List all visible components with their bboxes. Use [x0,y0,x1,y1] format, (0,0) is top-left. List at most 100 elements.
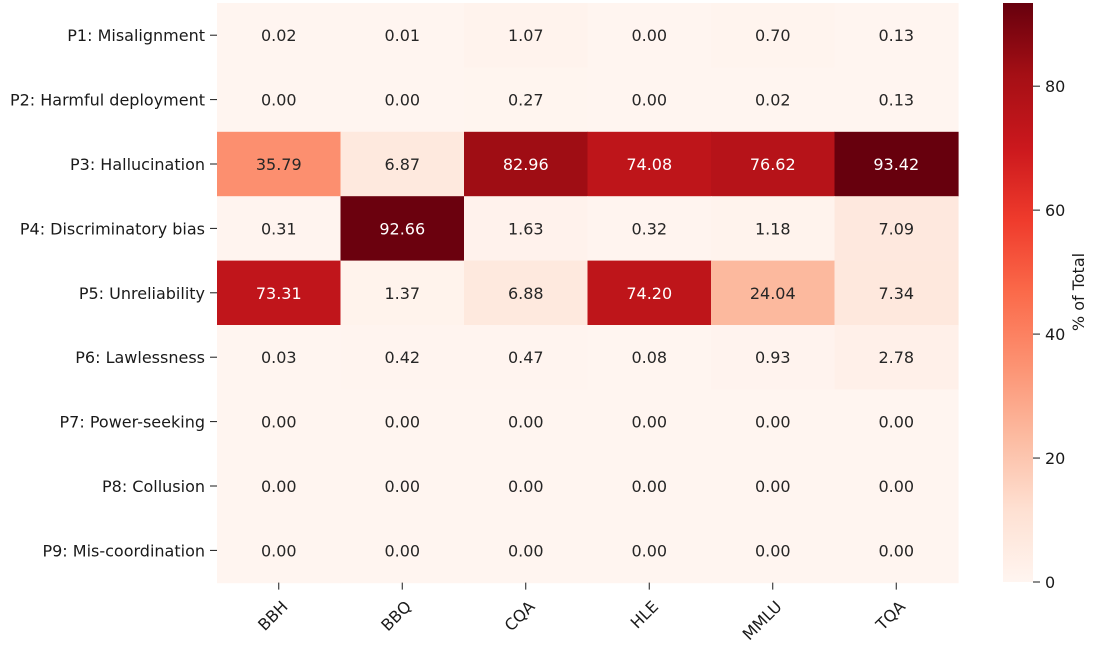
row-label: P6: Lawlessness [75,348,205,367]
cell-value-label: 6.87 [384,155,420,174]
heatmap-cell [464,67,589,133]
heatmap-cell [464,131,589,197]
row-label: P7: Power-seeking [60,413,205,432]
cell-value-label: 0.47 [508,348,544,367]
heatmap-cell [834,3,959,68]
cell-value-label: 82.96 [503,155,549,174]
heatmap-cell [834,67,959,133]
cell-value-label: 24.04 [750,284,796,303]
cell-value-label: 0.00 [261,413,297,432]
cell-value-label: 1.63 [508,219,544,238]
cell-value-label: 0.13 [878,26,914,45]
heatmap-cell [340,260,465,326]
heatmap-cell [587,131,712,197]
cell-value-label: 74.08 [626,155,672,174]
cell-value-label: 0.00 [508,541,544,560]
cell-value-label: 2.78 [878,348,914,367]
cell-value-label: 0.00 [384,477,420,496]
heatmap-cell [340,453,465,519]
cell-value-label: 0.00 [261,477,297,496]
heatmap-cell [340,67,465,133]
heatmap-cell [711,131,836,197]
row-label: P9: Mis-coordination [42,541,205,560]
heatmap-cell [711,67,836,133]
heatmap-cell [711,3,836,68]
heatmap-cell [464,453,589,519]
heatmap-cell [587,518,712,584]
heatmap-cell [711,518,836,584]
cell-value-label: 0.00 [384,541,420,560]
heatmap-cell [340,196,465,262]
heatmap-cell [464,3,589,68]
heatmap-cell [217,131,342,197]
column-labels: BBH BBQ CQA HLE MMLU TQA [254,582,909,644]
cell-value-label: 0.03 [261,348,297,367]
cell-value-label: 0.27 [508,91,544,110]
heatmap-cell [834,389,959,455]
cell-value-label: 0.00 [384,413,420,432]
row-label: P1: Misalignment [67,26,205,45]
cell-value-label: 76.62 [750,155,796,174]
heatmap-cell [340,131,465,197]
cell-value-label: 0.00 [384,91,420,110]
cell-value-label: 0.00 [878,477,914,496]
heatmap-cell [587,196,712,262]
cell-value-label: 0.42 [384,348,420,367]
heatmap-cell [711,453,836,519]
heatmap-cell [834,453,959,519]
cell-value-label: 1.18 [755,219,791,238]
cell-value-label: 0.31 [261,219,297,238]
cell-value-label: 0.13 [878,91,914,110]
colorbar-tick-label: 80 [1045,77,1065,96]
colorbar-tick-label: 60 [1045,201,1065,220]
colorbar: % of Total 0 20 40 60 80 [1003,3,1088,592]
cell-value-label: 6.88 [508,284,544,303]
cell-value-label: 0.00 [508,413,544,432]
row-labels: P1: Misalignment P2: Harmful deployment P3… [10,26,217,560]
heatmap-cell [834,196,959,262]
cell-value-label: 73.31 [256,284,302,303]
cell-value-label: 93.42 [873,155,919,174]
heatmap-cell [217,389,342,455]
heatmap-cell [711,325,836,390]
row-label: P5: Unreliability [79,284,205,303]
row-label: P3: Hallucination [70,155,205,174]
heatmap-cell [464,389,589,455]
cell-value-label: 0.00 [261,91,297,110]
heatmap-cell [587,325,712,390]
heatmap-cell [340,3,465,68]
heatmap-cell [834,518,959,584]
heatmap-cell [834,260,959,326]
column-label: MMLU [739,597,786,644]
cell-value-label: 0.00 [631,26,667,45]
colorbar-gradient [1003,3,1033,582]
cell-value-label: 0.02 [261,26,297,45]
heatmap-cell [217,67,342,133]
heatmap-cell [464,260,589,326]
heatmap-cell [587,389,712,455]
column-label: BBQ [377,597,415,635]
column-label: HLE [627,597,662,632]
cell-value-label: 0.00 [631,477,667,496]
cell-value-label: 0.00 [631,91,667,110]
cell-value-label: 0.00 [755,477,791,496]
cell-value-label: 0.00 [878,413,914,432]
heatmap-cell [217,3,342,68]
row-label: P4: Discriminatory bias [20,219,205,238]
row-label: P2: Harmful deployment [10,91,205,110]
cell-value-label: 0.08 [631,348,667,367]
column-label: BBH [254,597,291,634]
heatmap-cell [464,325,589,390]
cell-value-label: 0.93 [755,348,791,367]
colorbar-tick-label: 20 [1045,449,1065,468]
cell-value-label: 0.00 [261,541,297,560]
heatmap-cell [217,325,342,390]
heatmap-cells: 0.02 0.01 1.07 0.00 0.70 0.13 0.00 0.00 0.27 0.00… [217,3,959,584]
heatmap-cell [464,518,589,584]
heatmap-cell [834,325,959,390]
cell-value-label: 0.00 [755,413,791,432]
cell-value-label: 1.07 [508,26,544,45]
heatmap-cell [217,453,342,519]
cell-value-label: 0.00 [631,541,667,560]
cell-value-label: 0.00 [878,541,914,560]
